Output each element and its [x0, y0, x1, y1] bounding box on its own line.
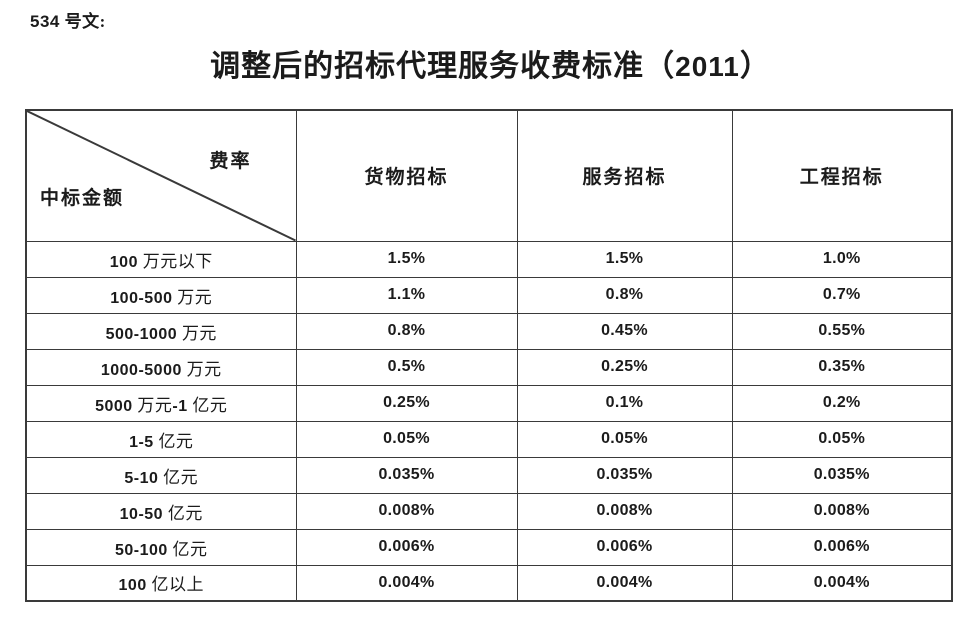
table-row: 100 亿以上 0.004% 0.004% 0.004%	[25, 564, 953, 602]
table-row: 500-1000 万元 0.8% 0.45% 0.55%	[25, 312, 953, 350]
table-row: 1-5 亿元 0.05% 0.05% 0.05%	[25, 420, 953, 458]
amount-range-cell: 10-50 亿元	[25, 492, 297, 530]
amount-range-cell: 5000 万元-1 亿元	[25, 384, 297, 422]
amount-range-cell: 1000-5000 万元	[25, 348, 297, 386]
rate-value-cell: 1.0%	[731, 240, 953, 278]
rate-value-cell: 1.5%	[516, 240, 733, 278]
rate-value-cell: 0.45%	[516, 312, 733, 350]
rate-value-cell: 1.5%	[295, 240, 518, 278]
diagonal-divider-line	[27, 111, 296, 241]
rate-value-cell: 0.008%	[295, 492, 518, 530]
column-header-goods-bidding: 货物招标	[295, 109, 518, 242]
corner-label-rate: 费率	[209, 151, 252, 172]
rate-value-cell: 0.004%	[731, 564, 953, 602]
rate-value-cell: 0.006%	[295, 528, 518, 566]
corner-label-amount: 中标金额	[40, 187, 125, 209]
doc-number-label: 534 号文:	[30, 12, 106, 31]
rate-value-cell: 0.05%	[731, 420, 953, 458]
table-row: 100-500 万元 1.1% 0.8% 0.7%	[25, 276, 953, 314]
rate-value-cell: 1.1%	[295, 276, 518, 314]
rate-value-cell: 0.035%	[516, 456, 733, 494]
amount-range-cell: 100-500 万元	[25, 276, 297, 314]
amount-range-cell: 1-5 亿元	[25, 420, 297, 458]
table-body: 100 万元以下 1.5% 1.5% 1.0% 100-500 万元 1.1% 0.8% 0.…	[25, 240, 953, 602]
rate-value-cell: 0.006%	[731, 528, 953, 566]
amount-range-cell: 5-10 亿元	[25, 456, 297, 494]
rate-value-cell: 0.2%	[731, 384, 953, 422]
amount-range-cell: 100 亿以上	[25, 564, 297, 602]
rate-value-cell: 0.004%	[295, 564, 518, 602]
table-row: 5000 万元-1 亿元 0.25% 0.1% 0.2%	[25, 384, 953, 422]
rate-value-cell: 0.25%	[516, 348, 733, 386]
rate-value-cell: 0.05%	[516, 420, 733, 458]
rate-value-cell: 0.008%	[731, 492, 953, 530]
header-row: 费率 中标金额 货物招标 服务招标 工程招标	[25, 109, 953, 242]
rate-value-cell: 0.55%	[731, 312, 953, 350]
rate-value-cell: 0.5%	[295, 348, 518, 386]
rate-value-cell: 0.8%	[295, 312, 518, 350]
rate-value-cell: 0.7%	[731, 276, 953, 314]
amount-range-cell: 50-100 亿元	[25, 528, 297, 566]
rate-value-cell: 0.035%	[295, 456, 518, 494]
rate-value-cell: 0.25%	[295, 384, 518, 422]
table-row: 5-10 亿元 0.035% 0.035% 0.035%	[25, 456, 953, 494]
amount-range-cell: 500-1000 万元	[25, 312, 297, 350]
rate-value-cell: 0.008%	[516, 492, 733, 530]
rate-value-cell: 0.05%	[295, 420, 518, 458]
rate-value-cell: 0.004%	[516, 564, 733, 602]
fee-rate-table: 费率 中标金额 货物招标 服务招标 工程招标 100 万元以下 1.5% 1.5% 1…	[25, 109, 953, 602]
table-row: 50-100 亿元 0.006% 0.006% 0.006%	[25, 528, 953, 566]
rate-value-cell: 0.035%	[731, 456, 953, 494]
rate-value-cell: 0.8%	[516, 276, 733, 314]
rate-value-cell: 0.35%	[731, 348, 953, 386]
page-title: 调整后的招标代理服务收费标准（2011）	[210, 50, 771, 83]
rate-value-cell: 0.1%	[516, 384, 733, 422]
column-header-service-bidding: 服务招标	[516, 109, 733, 242]
table-row: 100 万元以下 1.5% 1.5% 1.0%	[25, 240, 953, 278]
title-container: 调整后的招标代理服务收费标准（2011）	[30, 47, 951, 87]
rate-value-cell: 0.006%	[516, 528, 733, 566]
table-row: 1000-5000 万元 0.5% 0.25% 0.35%	[25, 348, 953, 386]
column-header-engineering-bidding: 工程招标	[731, 109, 953, 242]
table-row: 10-50 亿元 0.008% 0.008% 0.008%	[25, 492, 953, 530]
table-corner-cell: 费率 中标金额	[25, 109, 297, 242]
amount-range-cell: 100 万元以下	[25, 240, 297, 278]
